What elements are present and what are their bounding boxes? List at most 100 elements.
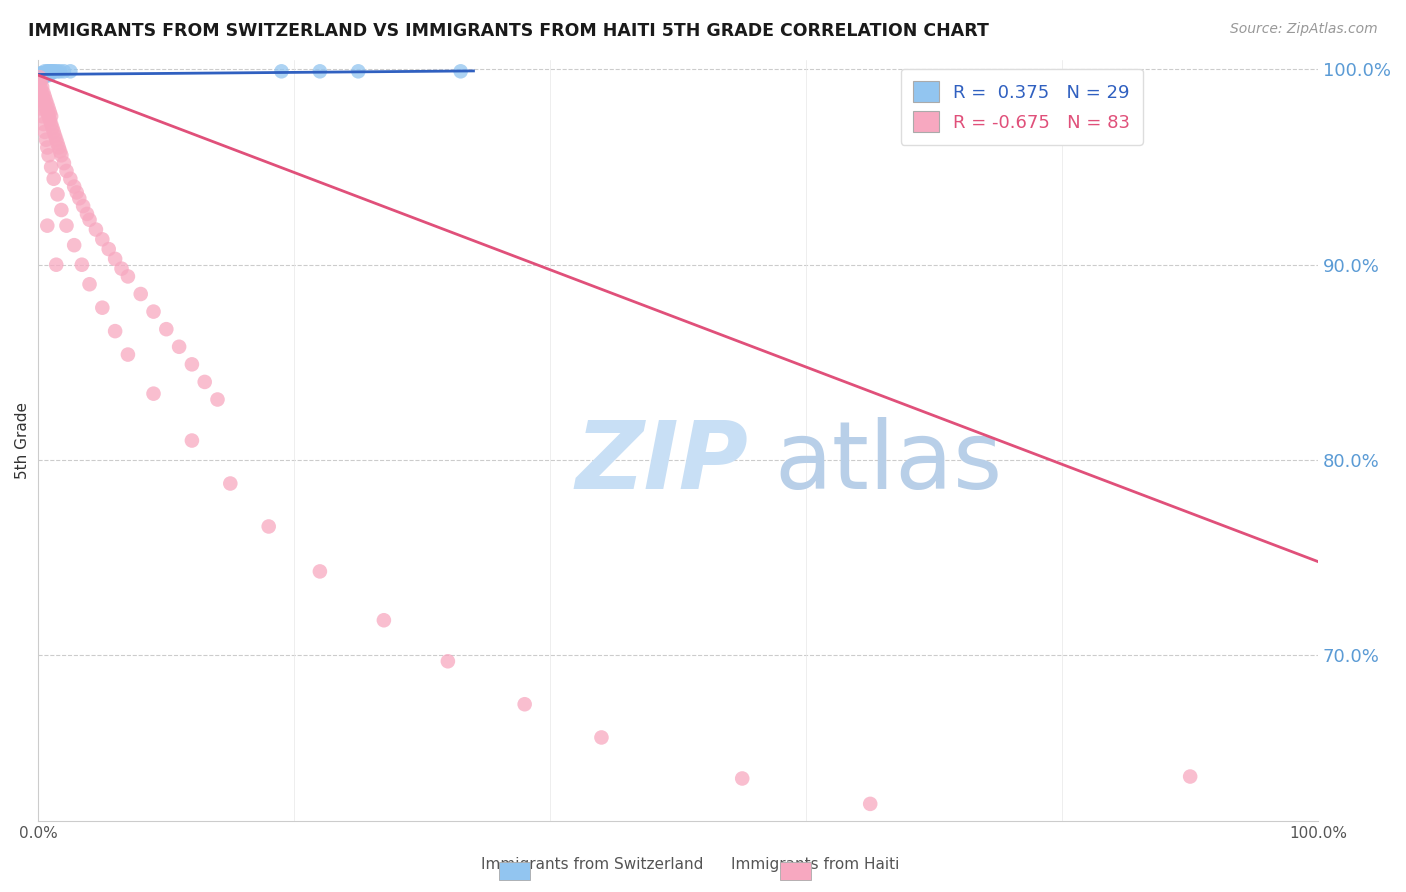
Point — [104, 252, 127, 266]
Point — [31, 66, 53, 80]
Point — [79, 212, 101, 227]
Text: Immigrants from Switzerland: Immigrants from Switzerland — [481, 857, 703, 872]
Point — [167, 340, 190, 354]
Point — [34, 97, 56, 112]
Point — [219, 476, 242, 491]
Point — [37, 140, 59, 154]
Point — [38, 68, 60, 82]
Point — [347, 64, 370, 78]
Point — [731, 772, 754, 786]
Point — [52, 64, 75, 78]
Point — [31, 109, 53, 123]
Text: ZIP: ZIP — [576, 417, 749, 509]
Point — [207, 392, 229, 407]
Point — [55, 164, 77, 178]
Point — [373, 613, 395, 627]
Point — [38, 105, 60, 120]
Point — [39, 109, 62, 123]
Point — [91, 301, 114, 315]
Point — [41, 64, 63, 78]
Point — [129, 287, 152, 301]
Point — [45, 133, 67, 147]
Point — [194, 375, 217, 389]
Text: Immigrants from Haiti: Immigrants from Haiti — [731, 857, 900, 872]
Point — [37, 64, 59, 78]
Point — [117, 269, 139, 284]
Point — [38, 148, 60, 162]
Point — [51, 148, 73, 162]
Point — [38, 64, 60, 78]
Point — [42, 125, 65, 139]
Point — [34, 64, 56, 78]
Point — [44, 128, 66, 143]
Text: Source: ZipAtlas.com: Source: ZipAtlas.com — [1230, 22, 1378, 37]
Point — [84, 222, 107, 236]
Point — [859, 797, 882, 811]
Point — [45, 258, 67, 272]
Point — [44, 64, 66, 78]
Point — [35, 68, 58, 82]
Point — [59, 64, 82, 78]
Point — [28, 92, 51, 106]
Point — [110, 261, 132, 276]
Point — [79, 277, 101, 292]
Point — [49, 145, 72, 159]
Point — [97, 242, 120, 256]
Point — [142, 386, 165, 401]
Point — [35, 66, 58, 80]
Point — [34, 89, 56, 103]
Point — [30, 82, 52, 96]
Point — [270, 64, 292, 78]
Point — [51, 202, 73, 217]
Point — [180, 434, 202, 448]
Point — [28, 68, 51, 82]
Point — [59, 171, 82, 186]
Text: atlas: atlas — [775, 417, 1002, 509]
Point — [34, 68, 56, 82]
Point — [42, 171, 65, 186]
Point — [30, 66, 52, 80]
Point — [142, 304, 165, 318]
Point — [32, 66, 55, 80]
Point — [39, 66, 62, 80]
Point — [76, 207, 98, 221]
Y-axis label: 5th Grade: 5th Grade — [15, 402, 30, 479]
Point — [38, 109, 60, 123]
Point — [55, 219, 77, 233]
Point — [38, 113, 60, 128]
Point — [37, 68, 59, 82]
Point — [32, 117, 55, 131]
Point — [591, 731, 613, 745]
Point — [450, 64, 472, 78]
Point — [35, 102, 58, 116]
Point — [63, 179, 86, 194]
Point — [117, 348, 139, 362]
Point — [37, 219, 59, 233]
Point — [257, 519, 280, 533]
Point — [28, 76, 51, 90]
Point — [52, 156, 75, 170]
Point — [30, 70, 52, 85]
Point — [437, 654, 460, 668]
Point — [35, 133, 58, 147]
Point — [37, 97, 59, 112]
Point — [41, 120, 63, 135]
Point — [31, 79, 53, 94]
Point — [66, 186, 89, 200]
Point — [30, 102, 52, 116]
Point — [32, 86, 55, 100]
Point — [309, 565, 332, 579]
Point — [39, 160, 62, 174]
Text: IMMIGRANTS FROM SWITZERLAND VS IMMIGRANTS FROM HAITI 5TH GRADE CORRELATION CHART: IMMIGRANTS FROM SWITZERLAND VS IMMIGRANT… — [28, 22, 988, 40]
Point — [46, 136, 69, 151]
Point — [155, 322, 177, 336]
Point — [32, 70, 55, 85]
Point — [63, 238, 86, 252]
Point — [49, 64, 72, 78]
Point — [104, 324, 127, 338]
Point — [35, 94, 58, 108]
Legend: R =  0.375   N = 29, R = -0.675   N = 83: R = 0.375 N = 29, R = -0.675 N = 83 — [901, 69, 1143, 145]
Point — [31, 68, 53, 82]
Point — [38, 64, 60, 78]
Point — [39, 64, 62, 78]
